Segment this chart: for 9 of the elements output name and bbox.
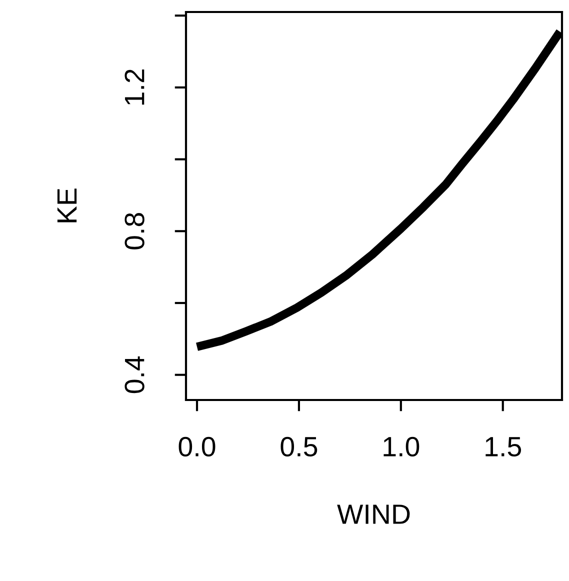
x-axis-title: WIND	[337, 504, 410, 524]
x-tick-label: 1.5	[486, 437, 522, 457]
x-tick-label: 1.0	[384, 436, 420, 457]
x-tick-label: 0.0	[178, 436, 216, 457]
y-tick-label: 1.2	[124, 70, 144, 105]
y-tick-label: 0.8	[124, 213, 144, 250]
y-tick-label: 0.4	[124, 356, 144, 394]
y-axis-title: KE	[57, 188, 77, 222]
x-tick-label: 0.5	[280, 436, 318, 457]
